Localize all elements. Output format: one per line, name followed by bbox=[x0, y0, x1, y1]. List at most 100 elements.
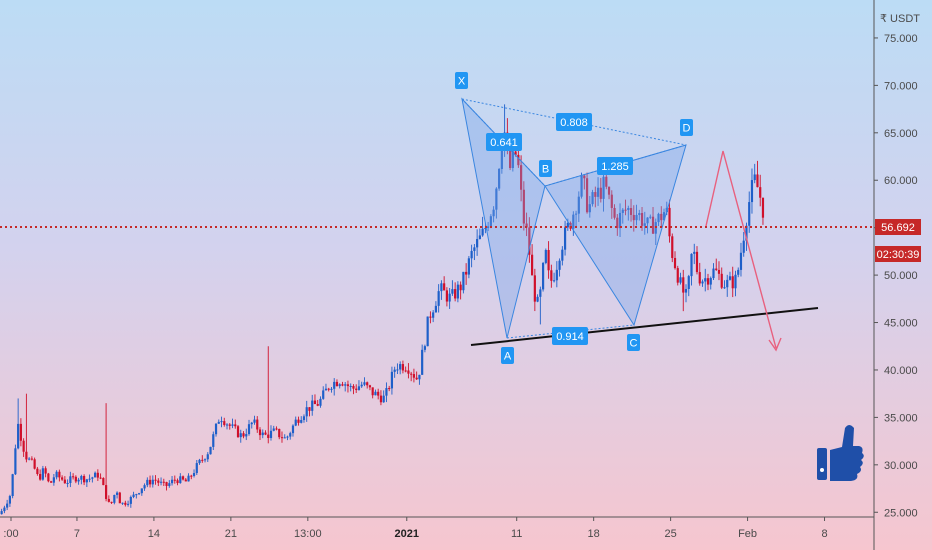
candle-body bbox=[366, 382, 369, 386]
ratio-label-xad[interactable]: 0.808 bbox=[556, 113, 592, 131]
ratio-label-xab[interactable]: 0.641 bbox=[486, 133, 522, 151]
candle-body bbox=[115, 492, 119, 495]
candle-body bbox=[627, 208, 630, 211]
candle-body bbox=[107, 498, 110, 502]
candle-body bbox=[269, 430, 273, 438]
candle-body bbox=[668, 207, 671, 237]
candle-body bbox=[357, 386, 361, 390]
candle-body bbox=[445, 290, 448, 302]
svg-text:0.808: 0.808 bbox=[560, 117, 588, 129]
candle-body bbox=[346, 384, 350, 387]
ratio-label-bcd[interactable]: 1.285 bbox=[597, 157, 633, 175]
x-axis-ticks[interactable]: :00 7 14 21 13:00 2021 11 18 25 Feb 8 bbox=[3, 517, 828, 540]
support-trendline[interactable] bbox=[470, 307, 819, 346]
candle-body bbox=[58, 471, 61, 478]
y-tick-label: 60.000 bbox=[884, 175, 918, 187]
candle-body bbox=[671, 236, 674, 258]
candle-body bbox=[520, 165, 523, 190]
candle-body bbox=[110, 501, 113, 503]
candle-body bbox=[536, 296, 539, 302]
candle-body bbox=[465, 271, 468, 275]
x-tick-label: 8 bbox=[821, 528, 827, 540]
candle-body bbox=[561, 249, 564, 261]
candle-body bbox=[195, 463, 198, 474]
x-tick-label: :00 bbox=[3, 528, 18, 540]
candle-body bbox=[448, 293, 451, 302]
candle-body bbox=[289, 433, 292, 437]
candle-body bbox=[539, 289, 542, 297]
candle-body bbox=[399, 364, 402, 370]
candle-body bbox=[690, 253, 693, 277]
candle-body bbox=[217, 421, 220, 424]
candle-body bbox=[728, 276, 732, 280]
candle-body bbox=[522, 189, 525, 224]
candle-body bbox=[234, 424, 237, 427]
candle-body bbox=[333, 381, 336, 389]
candle-body bbox=[261, 432, 264, 436]
candle-body bbox=[324, 388, 328, 391]
candle-body bbox=[154, 479, 157, 481]
candle-body bbox=[404, 370, 407, 372]
svg-text:0.914: 0.914 bbox=[556, 331, 584, 343]
point-label-a[interactable]: A bbox=[501, 347, 514, 364]
candle-body bbox=[80, 476, 83, 480]
candle-body bbox=[146, 479, 149, 486]
candle-body bbox=[426, 316, 429, 347]
candle-body bbox=[3, 507, 6, 512]
point-label-b[interactable]: B bbox=[539, 160, 552, 177]
candle-body bbox=[574, 213, 578, 215]
candle-body bbox=[550, 270, 553, 281]
candle-body bbox=[566, 222, 569, 228]
candle-body bbox=[695, 251, 699, 273]
svg-text:C: C bbox=[630, 338, 638, 350]
candle-body bbox=[242, 433, 245, 437]
candle-body bbox=[344, 384, 347, 386]
candle-body bbox=[679, 277, 682, 283]
candle-body bbox=[443, 283, 446, 291]
candle-body bbox=[278, 428, 281, 438]
candle-body bbox=[17, 423, 20, 449]
candle-body bbox=[605, 176, 608, 187]
candle-body bbox=[544, 250, 547, 263]
candle-body bbox=[148, 479, 152, 485]
x-tick-label: 7 bbox=[74, 528, 80, 540]
y-tick-label: 75.000 bbox=[884, 33, 918, 45]
candle-body bbox=[225, 424, 229, 426]
candle-body bbox=[30, 458, 33, 460]
candle-body bbox=[223, 421, 226, 425]
candle-body bbox=[673, 257, 677, 269]
candle-body bbox=[256, 419, 259, 430]
candle-body bbox=[739, 252, 743, 270]
svg-text:02:30:39: 02:30:39 bbox=[877, 249, 920, 261]
candle-body bbox=[6, 503, 9, 508]
candle-body bbox=[541, 262, 545, 290]
candle-body bbox=[401, 364, 405, 371]
candle-body bbox=[140, 488, 143, 494]
candle-body bbox=[616, 217, 619, 229]
candle-body bbox=[640, 213, 644, 226]
point-label-d[interactable]: D bbox=[680, 119, 693, 136]
candle-body bbox=[412, 374, 416, 378]
candle-body bbox=[305, 407, 308, 417]
point-label-c[interactable]: C bbox=[627, 334, 640, 351]
candle-body bbox=[143, 485, 146, 489]
ratio-label-abc[interactable]: 0.914 bbox=[552, 327, 588, 345]
candle-body bbox=[181, 476, 185, 480]
candle-body bbox=[701, 281, 704, 284]
projection-arrow[interactable] bbox=[705, 150, 777, 349]
y-axis-ticks[interactable]: 75.00070.00065.00060.00055.00050.00045.0… bbox=[874, 33, 918, 519]
candle-body bbox=[585, 178, 589, 213]
candle-body bbox=[313, 400, 317, 405]
candle-body bbox=[390, 371, 394, 389]
candle-body bbox=[349, 385, 352, 387]
candle-body bbox=[591, 192, 594, 205]
candle-body bbox=[283, 437, 286, 439]
point-label-x[interactable]: X bbox=[455, 72, 468, 89]
candle-body bbox=[638, 213, 641, 215]
svg-text:0.641: 0.641 bbox=[490, 137, 518, 149]
candle-body bbox=[88, 478, 91, 480]
candle-body bbox=[456, 284, 459, 299]
candle-body bbox=[0, 511, 3, 515]
